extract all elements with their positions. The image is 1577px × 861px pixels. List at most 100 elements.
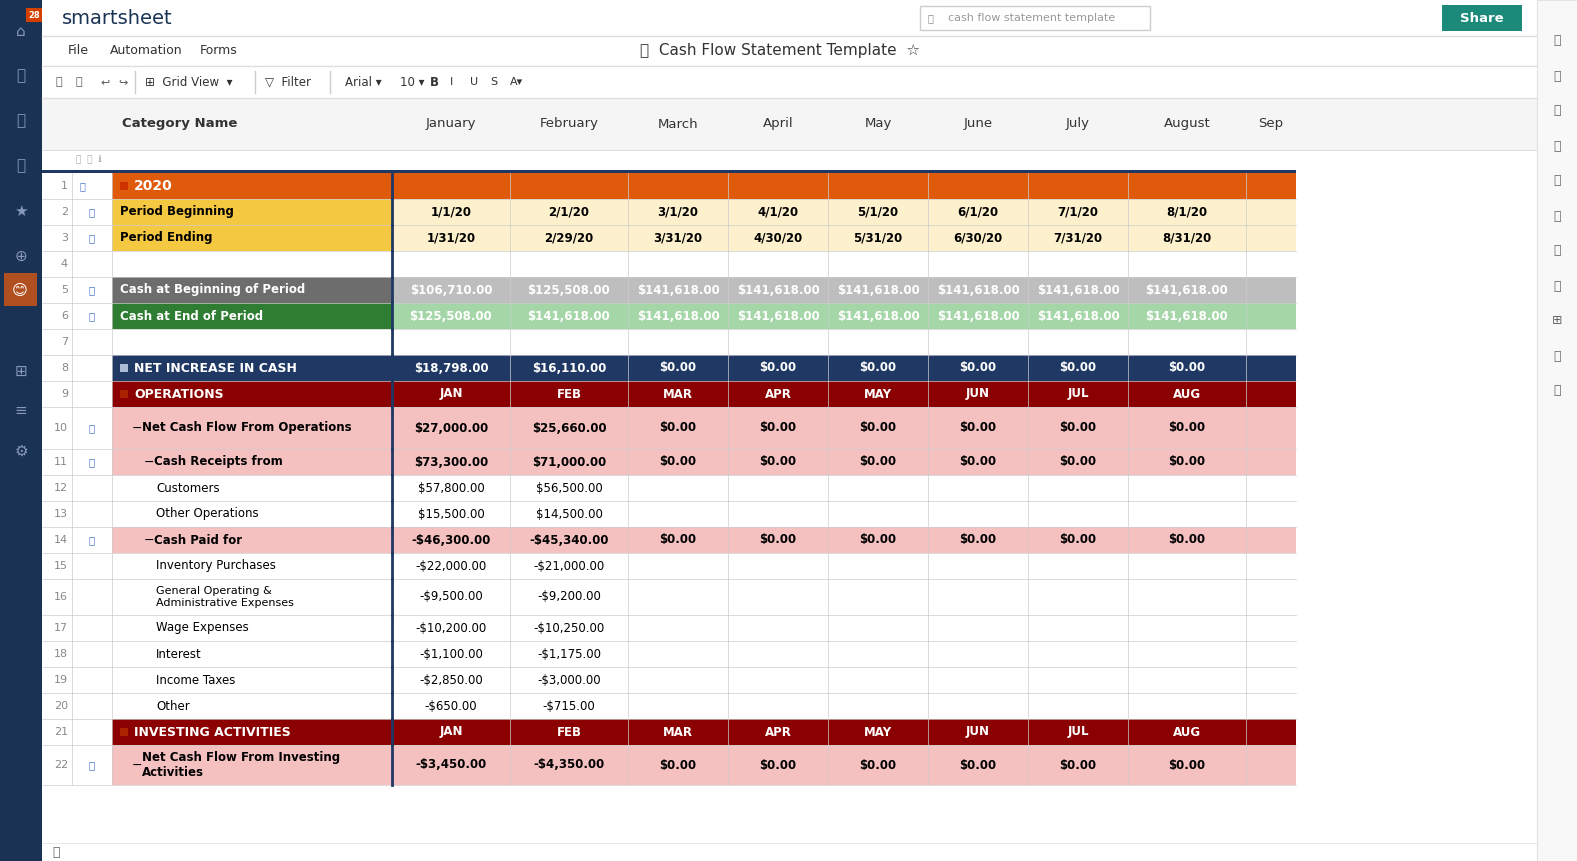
Bar	[628, 745, 729, 785]
Text: Forms: Forms	[200, 45, 238, 58]
Text: 🔒: 🔒	[88, 760, 95, 770]
Bar	[927, 329, 1028, 355]
Bar	[112, 579, 393, 615]
Bar	[1128, 303, 1246, 329]
Bar	[509, 251, 628, 277]
Bar	[1246, 329, 1296, 355]
Text: $0.00: $0.00	[859, 362, 897, 375]
Text: $0.00: $0.00	[760, 759, 796, 771]
Text: -$45,340.00: -$45,340.00	[530, 534, 609, 547]
Bar	[628, 251, 729, 277]
Bar	[628, 615, 729, 641]
Text: Sep: Sep	[1258, 117, 1284, 131]
Bar	[509, 501, 628, 527]
Bar	[393, 719, 509, 745]
Text: ▽  Filter: ▽ Filter	[265, 76, 311, 89]
Bar	[1028, 719, 1128, 745]
Text: 15: 15	[54, 561, 68, 571]
Text: $0.00: $0.00	[1060, 455, 1096, 468]
Text: JUN: JUN	[967, 387, 990, 400]
Text: MAR: MAR	[662, 726, 692, 739]
Text: 📋: 📋	[1553, 104, 1561, 117]
Bar	[1246, 381, 1296, 407]
Text: 📄  Cash Flow Statement Template  ☆: 📄 Cash Flow Statement Template ☆	[640, 44, 919, 59]
Bar	[729, 225, 828, 251]
Text: cash flow statement template: cash flow statement template	[948, 13, 1115, 23]
Bar	[628, 501, 729, 527]
Text: MAR: MAR	[662, 387, 692, 400]
Text: Cash at Beginning of Period: Cash at Beginning of Period	[120, 283, 306, 296]
Bar	[828, 329, 927, 355]
Text: 2020: 2020	[134, 179, 173, 193]
Bar	[73, 381, 112, 407]
Bar	[1128, 199, 1246, 225]
Text: $125,508.00: $125,508.00	[528, 283, 610, 296]
Bar	[43, 303, 73, 329]
Text: ⌂: ⌂	[16, 23, 25, 39]
Bar	[1246, 615, 1296, 641]
Text: $25,660.00: $25,660.00	[531, 422, 606, 435]
Bar	[927, 303, 1028, 329]
Bar	[43, 501, 73, 527]
Bar	[112, 527, 393, 553]
Bar	[25, 8, 43, 22]
Text: 28: 28	[28, 10, 39, 20]
Bar	[927, 225, 1028, 251]
Bar	[1028, 527, 1128, 553]
Bar	[1028, 475, 1128, 501]
Bar	[509, 449, 628, 475]
Bar	[729, 475, 828, 501]
Bar	[112, 225, 393, 251]
Text: ⊞: ⊞	[1552, 314, 1563, 327]
Text: $141,618.00: $141,618.00	[528, 309, 610, 323]
Bar	[1246, 579, 1296, 615]
Bar	[393, 449, 509, 475]
Bar	[393, 641, 509, 667]
Bar	[43, 475, 73, 501]
Bar	[112, 449, 393, 475]
Bar	[509, 277, 628, 303]
Bar	[828, 407, 927, 449]
Text: $16,110.00: $16,110.00	[531, 362, 606, 375]
Bar	[509, 579, 628, 615]
Bar	[112, 693, 393, 719]
Bar	[628, 225, 729, 251]
Bar	[73, 449, 112, 475]
Bar	[828, 303, 927, 329]
Text: $0.00: $0.00	[959, 759, 997, 771]
Text: $141,618.00: $141,618.00	[1145, 309, 1228, 323]
Text: MAY: MAY	[864, 726, 893, 739]
Bar	[73, 745, 112, 785]
Bar	[927, 641, 1028, 667]
Text: 4/1/20: 4/1/20	[757, 206, 798, 219]
Bar	[112, 615, 393, 641]
Text: 📁: 📁	[16, 114, 25, 128]
Text: $0.00: $0.00	[659, 422, 697, 435]
Bar	[0, 0, 43, 861]
Text: 3/1/20: 3/1/20	[658, 206, 699, 219]
Text: 5: 5	[62, 285, 68, 295]
Bar	[43, 641, 73, 667]
Bar	[1028, 501, 1128, 527]
Text: $0.00: $0.00	[1169, 422, 1205, 435]
Bar	[1128, 381, 1246, 407]
Text: 4: 4	[62, 259, 68, 269]
Text: $0.00: $0.00	[760, 534, 796, 547]
Text: 12: 12	[54, 483, 68, 493]
Bar	[120, 390, 128, 398]
Bar	[828, 693, 927, 719]
Text: File: File	[68, 45, 88, 58]
Text: ⊕: ⊕	[14, 249, 27, 263]
Text: 📤: 📤	[1553, 175, 1561, 188]
Bar	[1128, 449, 1246, 475]
Bar	[927, 173, 1028, 199]
Text: ≡: ≡	[14, 404, 27, 418]
Bar	[729, 303, 828, 329]
Bar	[43, 251, 73, 277]
Bar	[1028, 667, 1128, 693]
Text: JAN: JAN	[440, 387, 462, 400]
Text: $56,500.00: $56,500.00	[536, 481, 602, 494]
Text: $0.00: $0.00	[1169, 362, 1205, 375]
Bar	[43, 329, 73, 355]
Bar	[112, 407, 393, 449]
